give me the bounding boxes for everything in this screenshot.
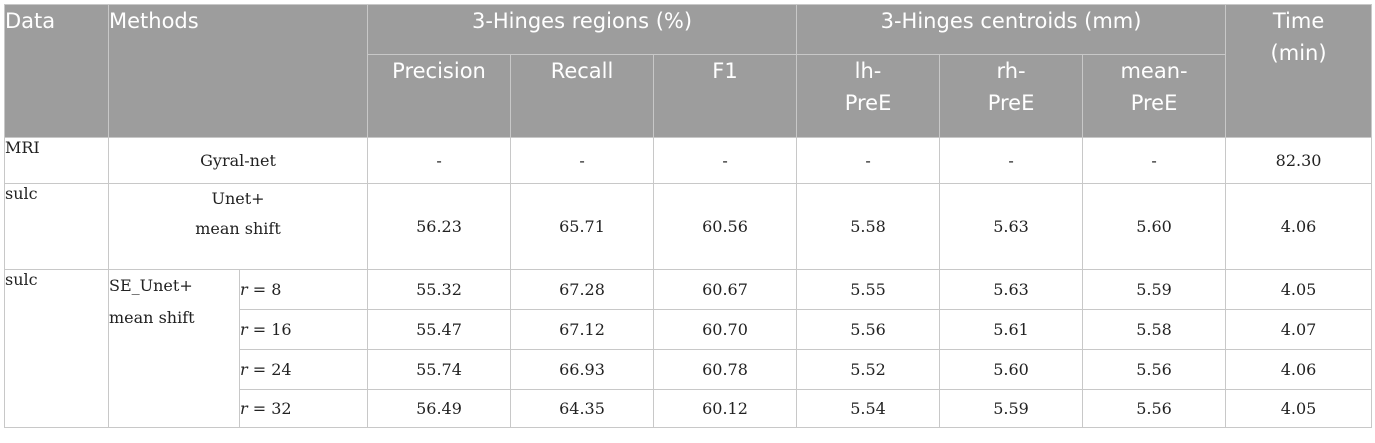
cell-lh-pree: 5.55 — [796, 269, 941, 310]
cell-recall: 67.28 — [510, 269, 655, 310]
cell-f1: 60.12 — [653, 389, 798, 428]
method-line1: SE_Unet+ — [109, 276, 193, 295]
header-lh-line2: PreE — [844, 91, 892, 115]
cell-lh-pree: 5.58 — [796, 183, 941, 270]
cell-f1: 60.70 — [653, 309, 798, 350]
header-time: Time (min) — [1225, 4, 1373, 138]
header-precision: Precision — [367, 54, 512, 138]
cell-precision: 56.49 — [367, 389, 512, 428]
table-body: MRI Gyral-net - - - - - - 82.30 sulc Une… — [4, 137, 1373, 428]
r-variable: r — [240, 320, 248, 339]
cell-lh-pree: 5.56 — [796, 309, 941, 350]
table-header: Data Methods 3-Hinges regions (%) 3-Hing… — [4, 4, 1373, 138]
table-row-se-unet-r32: r = 32 56.49 64.35 60.12 5.54 5.59 5.56 … — [5, 389, 1373, 428]
cell-recall: 65.71 — [510, 183, 655, 270]
cell-time: 82.30 — [1225, 137, 1373, 184]
header-lh-line1: lh- — [854, 59, 882, 83]
method-line2: mean shift — [195, 219, 281, 238]
header-time-line2: (min) — [1270, 41, 1327, 65]
header-rh-line2: PreE — [987, 91, 1035, 115]
cell-rh-pree: - — [939, 137, 1084, 184]
cell-precision: 55.32 — [367, 269, 512, 310]
header-methods: Methods — [107, 4, 369, 138]
cell-recall: 64.35 — [510, 389, 655, 428]
header-time-line1: Time — [1272, 9, 1325, 33]
cell-recall: 66.93 — [510, 349, 655, 390]
table-row-se-unet-r24: r = 24 55.74 66.93 60.78 5.52 5.60 5.56 … — [5, 349, 1373, 390]
cell-mean-pree: 5.60 — [1082, 183, 1227, 270]
cell-rh-pree: 5.63 — [939, 183, 1084, 270]
cell-rh-pree: 5.61 — [939, 309, 1084, 350]
cell-method: SE_Unet+ mean shift — [108, 269, 240, 428]
header-recall: Recall — [510, 54, 655, 138]
r-value: = 8 — [252, 280, 282, 299]
cell-time: 4.05 — [1225, 389, 1373, 428]
cell-method: Gyral-net — [107, 137, 369, 184]
cell-r-value: r = 24 — [238, 349, 369, 390]
cell-r-value: r = 16 — [238, 309, 369, 350]
header-mean-line2: PreE — [1130, 91, 1178, 115]
cell-time: 4.05 — [1225, 269, 1373, 310]
cell-time: 4.06 — [1225, 183, 1373, 270]
cell-lh-pree: 5.52 — [796, 349, 941, 390]
cell-time: 4.07 — [1225, 309, 1373, 350]
table-row-gyral-net: MRI Gyral-net - - - - - - 82.30 — [4, 137, 1373, 184]
cell-precision: 56.23 — [367, 183, 512, 270]
cell-rh-pree: 5.63 — [939, 269, 1084, 310]
header-regions-group: 3-Hinges regions (%) — [367, 4, 798, 55]
header-f1: F1 — [653, 54, 798, 138]
r-variable: r — [240, 399, 248, 418]
cell-mean-pree: - — [1082, 137, 1227, 184]
cell-data: MRI — [4, 137, 109, 184]
r-value: = 32 — [252, 399, 292, 418]
cell-data: sulc — [4, 269, 109, 428]
cell-recall: 67.12 — [510, 309, 655, 350]
cell-mean-pree: 5.58 — [1082, 309, 1227, 350]
method-line2: mean shift — [109, 308, 195, 327]
cell-mean-pree: 5.59 — [1082, 269, 1227, 310]
r-variable: r — [240, 280, 248, 299]
cell-f1: - — [653, 137, 798, 184]
r-value: = 24 — [252, 360, 292, 379]
header-lh-pree: lh- PreE — [796, 54, 941, 138]
table-row-se-unet-r16: r = 16 55.47 67.12 60.70 5.56 5.61 5.58 … — [5, 309, 1373, 350]
table-row-unet: sulc Unet+ mean shift 56.23 65.71 60.56 … — [4, 183, 1373, 270]
header-rh-pree: rh- PreE — [939, 54, 1084, 138]
cell-rh-pree: 5.60 — [939, 349, 1084, 390]
table-row-se-unet-r8: sulc SE_Unet+ mean shift r = 8 55.32 67.… — [4, 269, 1373, 428]
cell-r-value: r = 32 — [238, 389, 369, 428]
r-value: = 16 — [252, 320, 292, 339]
cell-f1: 60.78 — [653, 349, 798, 390]
header-mean-line1: mean- — [1120, 59, 1188, 83]
cell-precision: - — [367, 137, 512, 184]
cell-mean-pree: 5.56 — [1082, 349, 1227, 390]
cell-r-value: r = 8 — [238, 269, 369, 310]
cell-lh-pree: - — [796, 137, 941, 184]
header-data: Data — [4, 4, 109, 138]
cell-data: sulc — [4, 183, 109, 270]
method-line1: Unet+ — [211, 189, 265, 208]
cell-f1: 60.67 — [653, 269, 798, 310]
results-table: Data Methods 3-Hinges regions (%) 3-Hing… — [4, 4, 1373, 428]
header-centroids-group: 3-Hinges centroids (mm) — [796, 4, 1227, 55]
header-mean-pree: mean- PreE — [1082, 54, 1227, 138]
cell-time: 4.06 — [1225, 349, 1373, 390]
cell-recall: - — [510, 137, 655, 184]
cell-lh-pree: 5.54 — [796, 389, 941, 428]
r-variable: r — [240, 360, 248, 379]
cell-precision: 55.47 — [367, 309, 512, 350]
cell-rh-pree: 5.59 — [939, 389, 1084, 428]
header-rh-line1: rh- — [996, 59, 1026, 83]
cell-method: Unet+ mean shift — [107, 183, 369, 270]
cell-mean-pree: 5.56 — [1082, 389, 1227, 428]
cell-f1: 60.56 — [653, 183, 798, 270]
cell-precision: 55.74 — [367, 349, 512, 390]
